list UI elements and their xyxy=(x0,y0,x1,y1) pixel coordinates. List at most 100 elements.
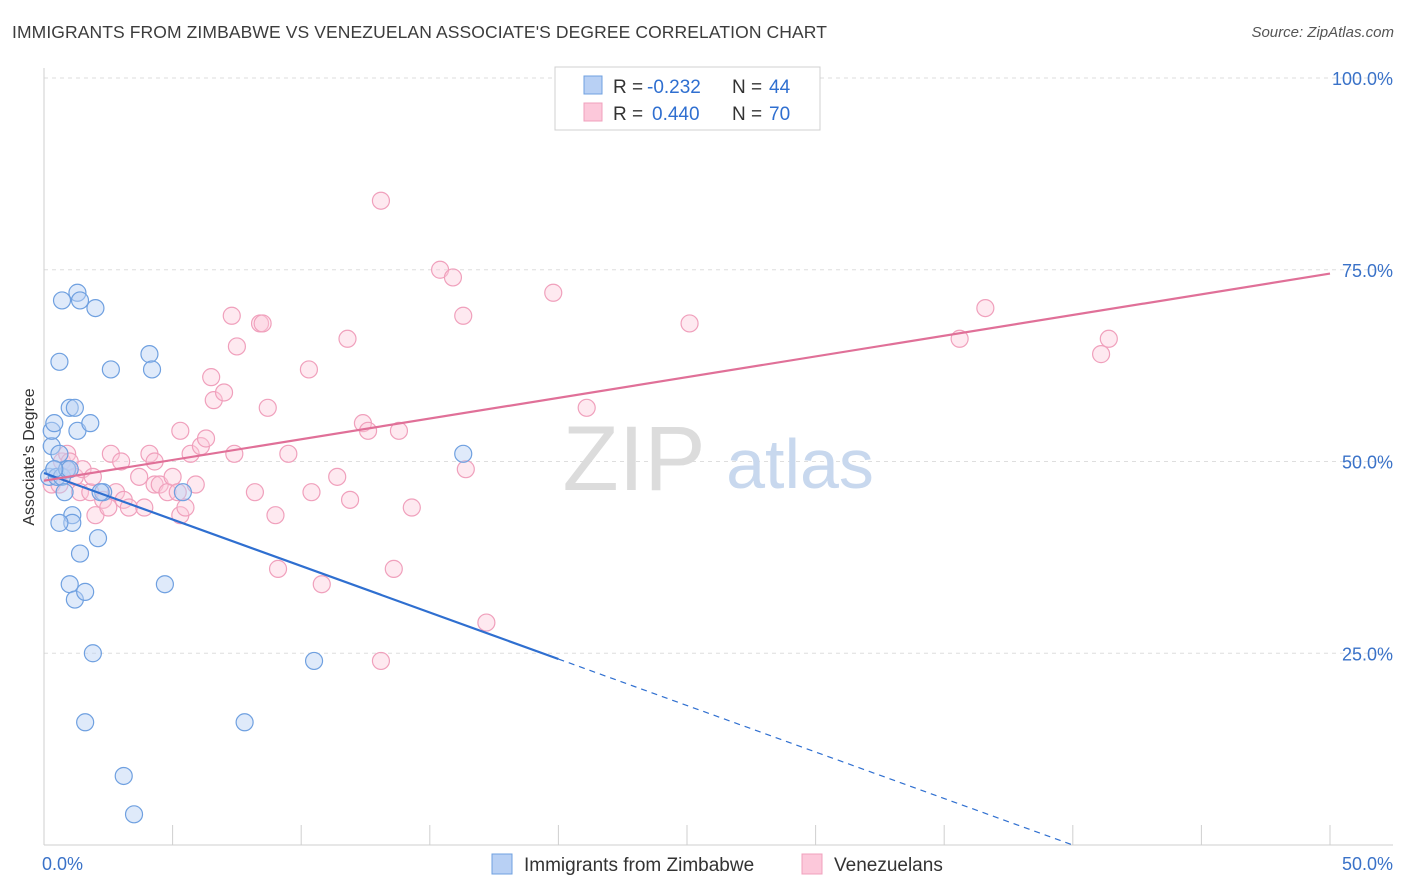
venezuelans-point xyxy=(389,421,409,440)
axes xyxy=(43,68,1393,846)
venezuelans-point xyxy=(130,467,149,486)
zimbabwe-point xyxy=(52,291,72,310)
y-tick-label: 100.0% xyxy=(1332,69,1393,89)
legend-swatch-zimbabwe xyxy=(491,853,513,875)
venezuelans-point xyxy=(99,498,118,517)
venezuelans-point xyxy=(176,498,195,517)
stats-n-label-2: N = xyxy=(732,104,762,125)
zimbabwe-point xyxy=(454,444,473,463)
venezuelans-point xyxy=(384,559,403,578)
series-legend: Immigrants from Zimbabwe Venezuelans xyxy=(491,853,943,876)
zimbabwe-point xyxy=(70,291,90,310)
stats-legend: R = -0.232 N = 44 R = 0.440 N = 70 xyxy=(554,66,821,131)
venezuelans-point xyxy=(443,268,463,287)
stats-n-label-1: N = xyxy=(732,77,762,98)
watermark-atlas: atlas xyxy=(726,425,874,503)
tick-labels: 25.0% 50.0% 75.0% 100.0% 0.0% 50.0% xyxy=(42,69,1393,874)
legend-label-zimbabwe: Immigrants from Zimbabwe xyxy=(524,855,754,876)
y-tick-label: 50.0% xyxy=(1342,453,1393,473)
source-credit: Source: ZipAtlas.com xyxy=(1251,24,1394,41)
venezuelans-point xyxy=(245,483,265,502)
venezuelans-point xyxy=(1091,345,1111,364)
gridlines xyxy=(44,77,1393,654)
zimbabwe-point xyxy=(235,713,254,732)
x-tick-label: 50.0% xyxy=(1342,854,1393,874)
venezuelans-point xyxy=(328,467,347,486)
venezuelans-point xyxy=(258,398,277,417)
zimbabwe-point xyxy=(65,398,84,417)
stats-swatch-venezuelans xyxy=(583,102,603,122)
stats-r-value-2: 0.440 xyxy=(652,104,700,125)
zimbabwe-point xyxy=(50,444,69,463)
zimbabwe-point xyxy=(50,513,69,532)
venezuelans-point xyxy=(338,329,357,348)
zimbabwe-point xyxy=(101,360,120,379)
legend-label-venezuelans: Venezuelans xyxy=(834,855,943,876)
venezuelans-point xyxy=(227,337,246,356)
zimbabwe-trend-extension xyxy=(558,658,1074,846)
y-tick-label: 75.0% xyxy=(1342,261,1393,281)
zimbabwe-point xyxy=(114,766,133,786)
venezuelans-point xyxy=(544,283,563,302)
zimbabwe-point xyxy=(142,360,162,379)
venezuelans-point xyxy=(976,299,995,318)
trend-lines xyxy=(43,272,1331,846)
venezuelans-point xyxy=(371,651,391,671)
zimbabwe-point xyxy=(50,352,69,371)
venezuelans-point xyxy=(222,306,241,325)
venezuelans-point xyxy=(168,483,187,502)
stats-swatch-zimbabwe xyxy=(583,75,603,95)
chart-title: IMMIGRANTS FROM ZIMBABWE VS VENEZUELAN A… xyxy=(12,22,827,42)
zimbabwe-point xyxy=(55,483,74,502)
venezuelans-point xyxy=(302,483,321,502)
venezuelans-point xyxy=(225,444,244,463)
zimbabwe-point xyxy=(65,590,84,609)
zimbabwe-point xyxy=(60,460,79,479)
zimbabwe-point xyxy=(173,483,192,502)
stats-r-label-1: R = xyxy=(613,77,643,98)
zimbabwe-point xyxy=(70,544,90,563)
stats-n-value-1: 44 xyxy=(769,77,791,98)
zimbabwe-trend-line xyxy=(43,471,559,661)
zimbabwe-point xyxy=(60,398,79,417)
venezuelans-point xyxy=(402,498,421,517)
venezuelans-point xyxy=(577,398,596,417)
zimbabwe-point xyxy=(63,513,82,532)
zimbabwe-point xyxy=(83,644,102,663)
venezuelans-point xyxy=(279,444,298,463)
zimbabwe-point xyxy=(81,414,100,433)
stats-n-value-2: 70 xyxy=(769,104,790,125)
venezuelans-point xyxy=(312,575,331,594)
venezuelans-point xyxy=(163,467,182,486)
stats-r-value-1: -0.232 xyxy=(647,77,701,98)
venezuelans-point xyxy=(299,360,319,379)
venezuelans-point xyxy=(1099,329,1118,348)
zimbabwe-point xyxy=(86,299,105,318)
venezuelans-point xyxy=(358,421,378,440)
venezuelans-trend-line xyxy=(43,272,1331,482)
zimbabwe-points xyxy=(40,283,473,824)
zimbabwe-point xyxy=(88,529,108,548)
watermark: ZIP atlas xyxy=(562,408,874,510)
venezuelans-point xyxy=(196,429,216,448)
zimbabwe-point xyxy=(42,437,61,456)
venezuelans-point xyxy=(214,383,234,402)
y-tick-label: 25.0% xyxy=(1342,644,1393,664)
zimbabwe-point xyxy=(76,582,95,601)
venezuelans-point xyxy=(680,314,699,333)
zimbabwe-point xyxy=(140,345,159,364)
venezuelans-point xyxy=(268,559,288,578)
zimbabwe-point xyxy=(45,414,64,433)
venezuelans-point xyxy=(253,314,272,333)
venezuelans-point xyxy=(454,306,473,325)
zimbabwe-point xyxy=(76,713,95,732)
venezuelans-point xyxy=(112,452,131,471)
x-tick-label: 0.0% xyxy=(42,854,83,874)
watermark-zip: ZIP xyxy=(562,408,705,510)
legend-swatch-venezuelans xyxy=(801,853,823,875)
venezuelans-point xyxy=(340,490,360,509)
venezuelans-point xyxy=(456,460,475,479)
zimbabwe-point xyxy=(91,483,110,502)
y-axis-label: Associate's Degree xyxy=(21,388,38,525)
